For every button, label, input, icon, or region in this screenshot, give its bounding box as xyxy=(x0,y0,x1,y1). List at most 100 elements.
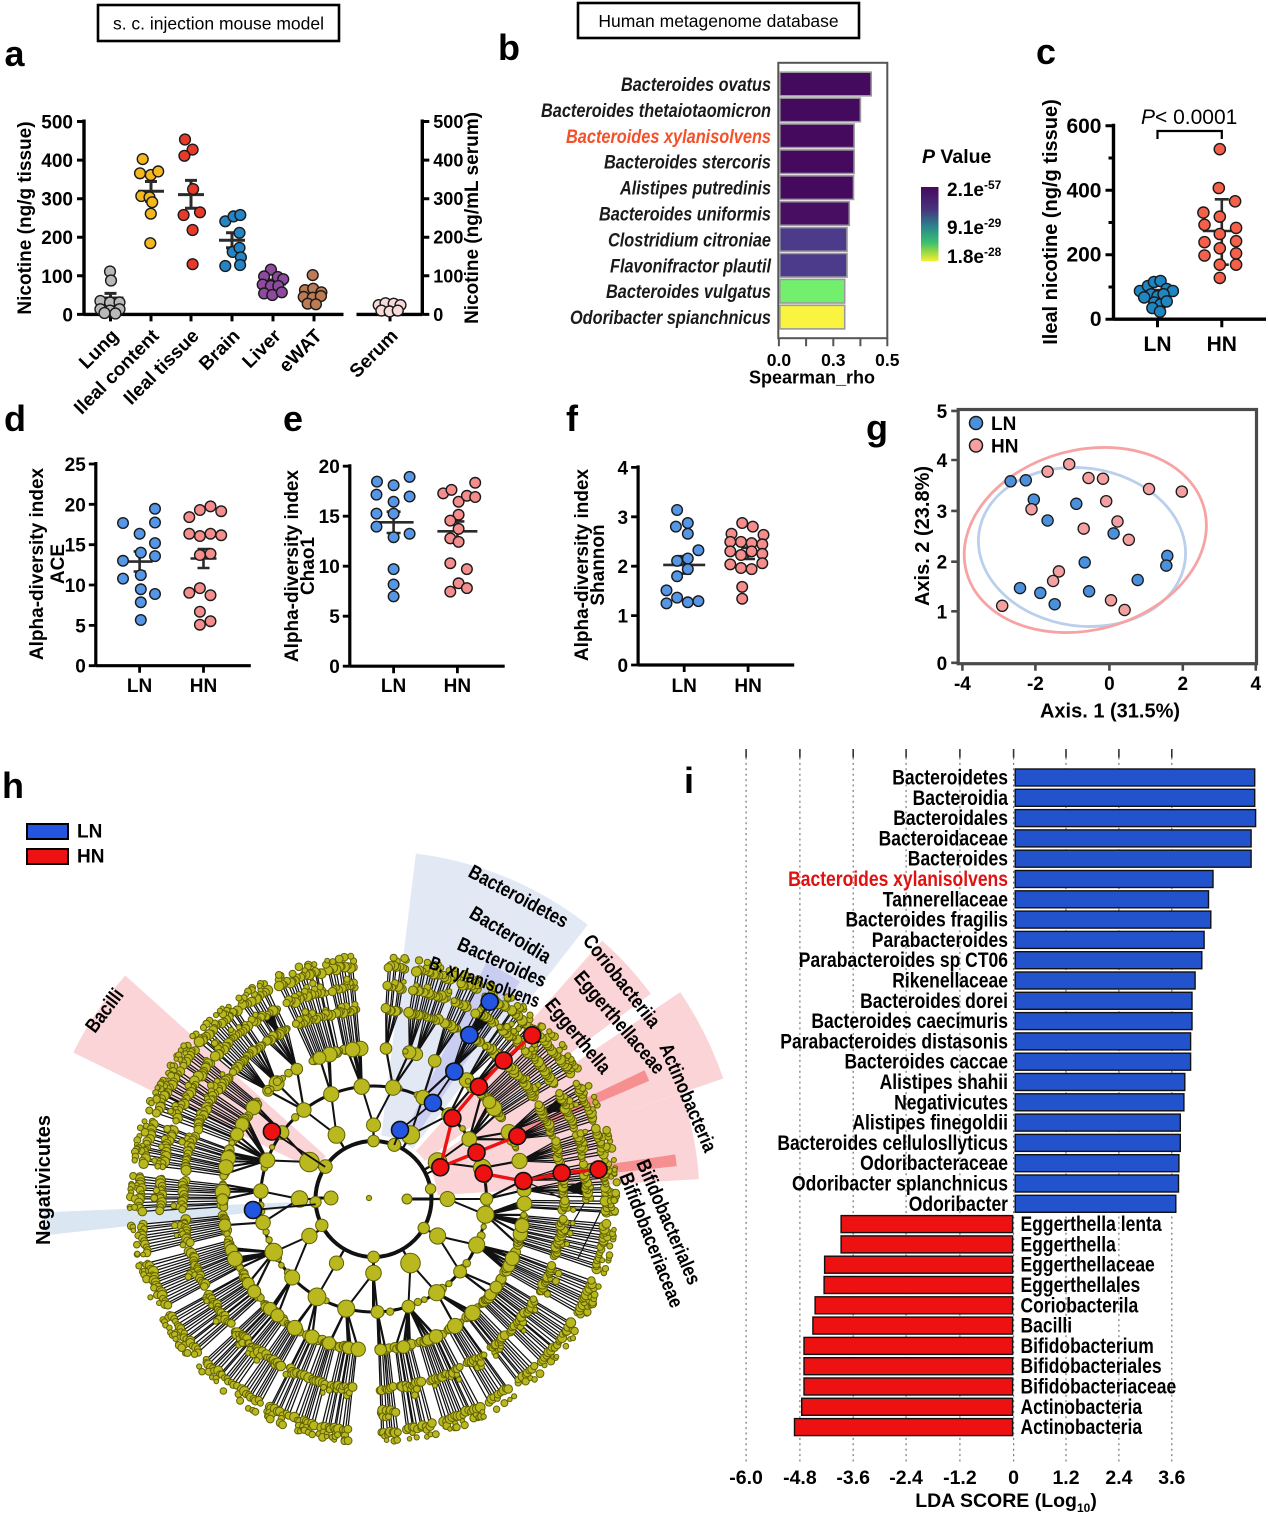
svg-text:Alpha-diversity index: Alpha-diversity index xyxy=(27,467,48,660)
svg-text:-1.2: -1.2 xyxy=(943,1467,977,1489)
svg-text:25: 25 xyxy=(65,455,87,476)
svg-text:10: 10 xyxy=(65,576,86,597)
svg-text:LN: LN xyxy=(1144,333,1172,356)
svg-text:Eggerthella lenta: Eggerthella lenta xyxy=(1021,1213,1162,1236)
svg-text:0: 0 xyxy=(1008,1467,1019,1489)
svg-text:s. c. injection mouse model: s. c. injection mouse model xyxy=(113,14,324,34)
svg-text:5: 5 xyxy=(75,616,86,637)
svg-text:Bacteroides thetaiotaomicron: Bacteroides thetaiotaomicron xyxy=(541,100,771,122)
svg-text:HN: HN xyxy=(1207,333,1237,356)
svg-text:Bacteroides ovatus: Bacteroides ovatus xyxy=(621,74,771,96)
svg-text:300: 300 xyxy=(41,190,73,211)
svg-text:e: e xyxy=(283,398,303,439)
svg-text:Eggerthellales: Eggerthellales xyxy=(1021,1274,1141,1297)
svg-text:f: f xyxy=(566,398,579,439)
svg-text:Bacteroidales: Bacteroidales xyxy=(893,807,1008,830)
svg-text:Alistipes finegoldii: Alistipes finegoldii xyxy=(852,1112,1008,1135)
svg-text:-4: -4 xyxy=(954,674,971,695)
svg-text:HN: HN xyxy=(734,676,761,697)
svg-text:0: 0 xyxy=(1104,674,1115,695)
svg-text:3: 3 xyxy=(937,502,948,523)
svg-text:Coriobacterila: Coriobacterila xyxy=(1021,1294,1139,1317)
svg-text:P Value: P Value xyxy=(922,146,992,168)
svg-text:ACE: ACE xyxy=(48,544,69,584)
svg-text:a: a xyxy=(5,33,26,74)
svg-text:5: 5 xyxy=(329,607,340,628)
svg-text:Bacteroides xylanisolvens: Bacteroides xylanisolvens xyxy=(566,126,771,148)
svg-text:Axis. 1 (31.5%): Axis. 1 (31.5%) xyxy=(1040,701,1180,723)
svg-text:5: 5 xyxy=(937,402,948,423)
svg-text:0: 0 xyxy=(1090,308,1102,331)
svg-text:0: 0 xyxy=(329,657,340,678)
svg-text:0: 0 xyxy=(75,657,86,678)
svg-text:Bacteroides uniformis: Bacteroides uniformis xyxy=(599,204,771,226)
svg-text:Actinobacteria: Actinobacteria xyxy=(1021,1396,1143,1419)
svg-text:Nicotine (ng/g tissue): Nicotine (ng/g tissue) xyxy=(15,121,36,314)
svg-text:g: g xyxy=(866,407,888,448)
svg-text:2.4: 2.4 xyxy=(1105,1467,1132,1489)
svg-text:d: d xyxy=(4,398,26,439)
svg-text:0.3: 0.3 xyxy=(821,350,846,370)
svg-text:2: 2 xyxy=(1178,674,1189,695)
svg-text:h: h xyxy=(2,765,24,806)
svg-text:Bacteroides stercoris: Bacteroides stercoris xyxy=(604,152,771,174)
svg-text:20: 20 xyxy=(319,457,340,478)
svg-text:HN: HN xyxy=(77,847,104,868)
svg-text:-2: -2 xyxy=(1027,674,1044,695)
svg-text:15: 15 xyxy=(319,507,341,528)
svg-text:4: 4 xyxy=(618,458,629,479)
svg-text:4: 4 xyxy=(937,451,948,472)
svg-text:Bacteroides fragilis: Bacteroides fragilis xyxy=(846,909,1009,932)
svg-text:500: 500 xyxy=(433,112,463,132)
svg-text:Odoribacter spianchnicus: Odoribacter spianchnicus xyxy=(570,307,771,329)
svg-text:Eggerthella: Eggerthella xyxy=(1021,1233,1117,1256)
svg-text:4: 4 xyxy=(1251,674,1262,695)
svg-text:Bacteroides: Bacteroides xyxy=(908,848,1008,871)
svg-text:Bacilli: Bacilli xyxy=(1021,1315,1073,1338)
svg-text:Bifidobacteriaceae: Bifidobacteriaceae xyxy=(1021,1376,1177,1399)
svg-text:1: 1 xyxy=(937,602,948,623)
svg-text:Actinobacteria: Actinobacteria xyxy=(1021,1416,1143,1439)
svg-text:Tannerellaceae: Tannerellaceae xyxy=(883,888,1008,911)
svg-text:Ileal nicotine (ng/g tissue): Ileal nicotine (ng/g tissue) xyxy=(1040,99,1062,345)
svg-text:HN: HN xyxy=(991,437,1018,458)
svg-text:Bacteroidaceae: Bacteroidaceae xyxy=(879,827,1008,850)
svg-text:HN: HN xyxy=(444,676,471,697)
svg-text:Alpha-diversity index: Alpha-diversity index xyxy=(572,468,593,661)
svg-text:Bacteroides dorei: Bacteroides dorei xyxy=(860,990,1008,1013)
svg-text:LN: LN xyxy=(127,676,152,697)
svg-text:Flavonifractor plautil: Flavonifractor plautil xyxy=(610,255,771,277)
svg-text:Bifidobacteriales: Bifidobacteriales xyxy=(1021,1355,1162,1378)
svg-text:15: 15 xyxy=(65,536,87,557)
svg-text:Odoribacter splanchnicus: Odoribacter splanchnicus xyxy=(792,1173,1008,1196)
svg-text:LDA SCORE (Log10): LDA SCORE (Log10) xyxy=(915,1490,1097,1515)
svg-text:-2.4: -2.4 xyxy=(889,1467,923,1489)
svg-text:Bacteroides vulgatus: Bacteroides vulgatus xyxy=(606,281,771,303)
svg-text:0.5: 0.5 xyxy=(875,350,900,370)
svg-text:Spearman_rho: Spearman_rho xyxy=(749,368,875,388)
svg-text:500: 500 xyxy=(41,113,73,134)
svg-text:100: 100 xyxy=(41,267,73,288)
svg-text:Negativicutes: Negativicutes xyxy=(894,1091,1008,1114)
svg-text:200: 200 xyxy=(433,228,463,248)
svg-text:-6.0: -6.0 xyxy=(729,1467,763,1489)
svg-text:LN: LN xyxy=(991,414,1016,435)
svg-text:Odoribacteraceae: Odoribacteraceae xyxy=(860,1152,1008,1175)
svg-text:Bacteroides caecimuris: Bacteroides caecimuris xyxy=(811,1010,1008,1033)
svg-text:600: 600 xyxy=(1066,115,1101,138)
svg-text:i: i xyxy=(684,760,694,801)
svg-text:Rikenellaceae: Rikenellaceae xyxy=(892,970,1008,993)
svg-text:Bacteroidia: Bacteroidia xyxy=(913,787,1009,810)
svg-text:LN: LN xyxy=(381,676,406,697)
svg-text:300: 300 xyxy=(433,189,463,209)
svg-text:Bifidobacterium: Bifidobacterium xyxy=(1021,1335,1154,1358)
svg-text:Axis. 2 (23.8%): Axis. 2 (23.8%) xyxy=(912,466,934,606)
svg-text:2: 2 xyxy=(618,557,629,578)
svg-text:Parabacteroides: Parabacteroides xyxy=(872,929,1008,952)
svg-text:3.6: 3.6 xyxy=(1158,1467,1185,1489)
svg-text:10: 10 xyxy=(319,557,340,578)
svg-text:Eggerthellaceae: Eggerthellaceae xyxy=(1021,1254,1155,1277)
svg-text:2: 2 xyxy=(937,553,948,574)
svg-text:Shannon: Shannon xyxy=(588,524,609,605)
svg-text:200: 200 xyxy=(1066,244,1101,267)
